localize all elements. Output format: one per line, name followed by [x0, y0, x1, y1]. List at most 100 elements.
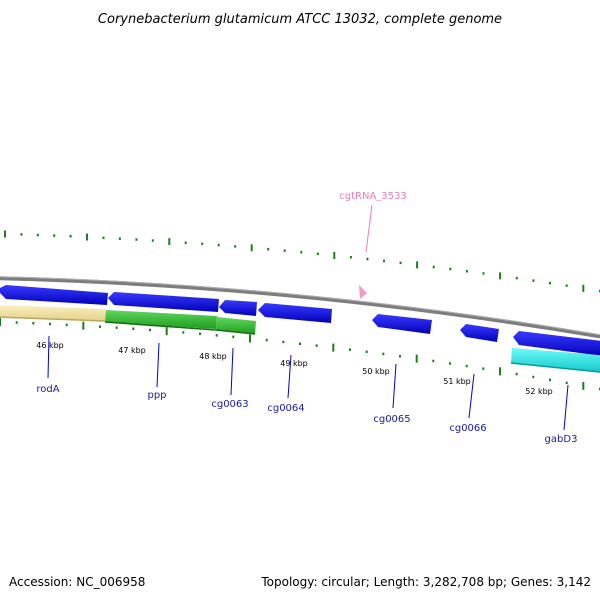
lower-tick-minor — [465, 364, 468, 368]
lower-tick-minor — [282, 340, 285, 344]
lower-tick-minor — [449, 362, 451, 365]
upper-tick-minor — [383, 259, 385, 263]
cog-bar-ppp[interactable] — [105, 310, 217, 329]
lower-tick-minor — [132, 327, 135, 330]
lower-tick-minor — [149, 328, 151, 332]
lower-tick-minor — [565, 381, 568, 385]
lower-tick-minor — [482, 367, 485, 370]
cog-bar-roda[interactable] — [0, 305, 106, 321]
upper-tick-minor — [349, 256, 352, 259]
gene-label-cg0064[interactable]: cg0064 — [267, 403, 304, 414]
lower-tick-major — [0, 318, 1, 326]
upper-tick-minor — [118, 237, 121, 240]
accession-text: Accession: NC_006958 — [9, 575, 145, 589]
lower-tick-minor — [365, 350, 368, 353]
upper-tick-major — [582, 284, 585, 292]
gene-label-ppp[interactable]: ppp — [147, 390, 166, 401]
cog-bar-cg0063[interactable] — [216, 317, 256, 334]
gene-arrow-gabd3[interactable] — [513, 331, 600, 357]
upper-tick-minor — [102, 236, 105, 240]
upper-tick-minor — [449, 267, 452, 271]
upper-tick-minor — [151, 239, 154, 242]
upper-tick-row — [4, 230, 600, 293]
upper-tick-minor — [316, 252, 319, 256]
gene-label-gabd3[interactable]: gabD3 — [545, 434, 578, 445]
genome-backbone — [0, 276, 600, 339]
gene-arrow-cg0064[interactable] — [258, 303, 332, 323]
lower-tick-minor — [65, 323, 68, 327]
lower-tick-row — [0, 318, 600, 391]
lower-tick-major — [415, 354, 418, 363]
upper-tick-minor — [532, 279, 535, 282]
lower-tick-minor — [99, 325, 101, 328]
gene-label-cg0066[interactable]: cg0066 — [449, 423, 486, 434]
upper-tick-minor — [36, 233, 39, 237]
lower-tick-major — [249, 334, 251, 343]
map-title: Corynebacterium glutamicum ATCC 13032, c… — [98, 12, 502, 27]
ruler-label-52kbp: 52 kbp — [525, 387, 553, 396]
upper-tick-minor — [366, 257, 369, 261]
lower-tick-minor — [199, 332, 201, 336]
upper-tick-minor — [549, 281, 551, 285]
gene-labels: rodA ppp cg0063 cg0064 cg0065 cg0066 gab… — [36, 384, 577, 445]
cog-bars — [0, 305, 600, 373]
gene-arrow-ppp[interactable] — [108, 292, 219, 312]
gene-arrows — [0, 285, 600, 357]
upper-tick-minor — [234, 245, 237, 248]
gene-arrow-roda[interactable] — [0, 285, 108, 305]
lower-tick-minor — [549, 378, 551, 382]
lower-tick-minor — [315, 344, 318, 347]
upper-tick-major — [86, 233, 88, 241]
upper-tick-minor — [283, 249, 286, 252]
ruler-label-47kbp: 47 kbp — [118, 346, 146, 355]
upper-tick-minor — [565, 284, 568, 287]
lower-tick-minor — [382, 352, 385, 356]
lower-tick-minor — [232, 335, 235, 339]
gene-arrow-cg0065[interactable] — [372, 314, 432, 334]
lower-tick-minor — [349, 348, 351, 351]
gene-leader-lines — [47, 335, 569, 431]
lower-tick-minor — [15, 321, 18, 324]
upper-tick-minor — [465, 270, 468, 273]
lower-tick-minor — [432, 359, 435, 363]
lower-tick-minor — [532, 375, 535, 379]
lower-tick-major — [332, 343, 335, 352]
upper-tick-major — [499, 272, 502, 280]
ruler-label-50kbp: 50 kbp — [362, 367, 390, 376]
ruler-label-48kbp: 48 kbp — [199, 352, 227, 361]
lower-tick-major — [82, 321, 85, 330]
upper-tick-minor — [217, 243, 220, 247]
lower-tick-minor — [49, 322, 51, 326]
lower-tick-minor — [399, 355, 401, 358]
lower-tick-major — [165, 327, 168, 336]
trna-feature[interactable] — [359, 285, 367, 299]
upper-tick-minor — [53, 234, 56, 237]
ruler-label-46kbp: 46 kbp — [36, 341, 64, 350]
cog-bar-gabd3[interactable] — [511, 348, 600, 373]
trna-label[interactable]: cgtRNA_3533 — [339, 191, 407, 202]
upper-tick-major — [333, 252, 336, 259]
gene-label-cg0065[interactable]: cg0065 — [373, 414, 410, 425]
upper-tick-major — [168, 238, 171, 246]
ruler-labels: 46 kbp 47 kbp 48 kbp 49 kbp 50 kbp 51 kb… — [36, 341, 553, 396]
gene-arrow-cg0066[interactable] — [460, 324, 499, 342]
upper-tick-minor — [267, 248, 270, 251]
upper-tick-minor — [300, 251, 303, 254]
gene-arrow-cg0063[interactable] — [219, 300, 257, 316]
lower-tick-minor — [299, 342, 301, 345]
gene-label-roda[interactable]: rodA — [36, 384, 59, 395]
ruler-label-51kbp: 51 kbp — [443, 377, 471, 386]
lower-tick-major — [499, 367, 501, 376]
upper-tick-major — [4, 230, 6, 238]
topology-text: Topology: circular; Length: 3,282,708 bp… — [260, 575, 591, 589]
lower-tick-major — [582, 381, 585, 390]
lower-tick-minor — [515, 372, 518, 376]
upper-tick-minor — [482, 272, 485, 275]
upper-tick-major — [416, 261, 419, 269]
lower-tick-minor — [265, 338, 268, 342]
gene-label-cg0063[interactable]: cg0063 — [211, 399, 248, 410]
lower-tick-minor — [32, 322, 35, 325]
upper-tick-major — [250, 244, 253, 252]
upper-tick-minor — [20, 233, 23, 236]
